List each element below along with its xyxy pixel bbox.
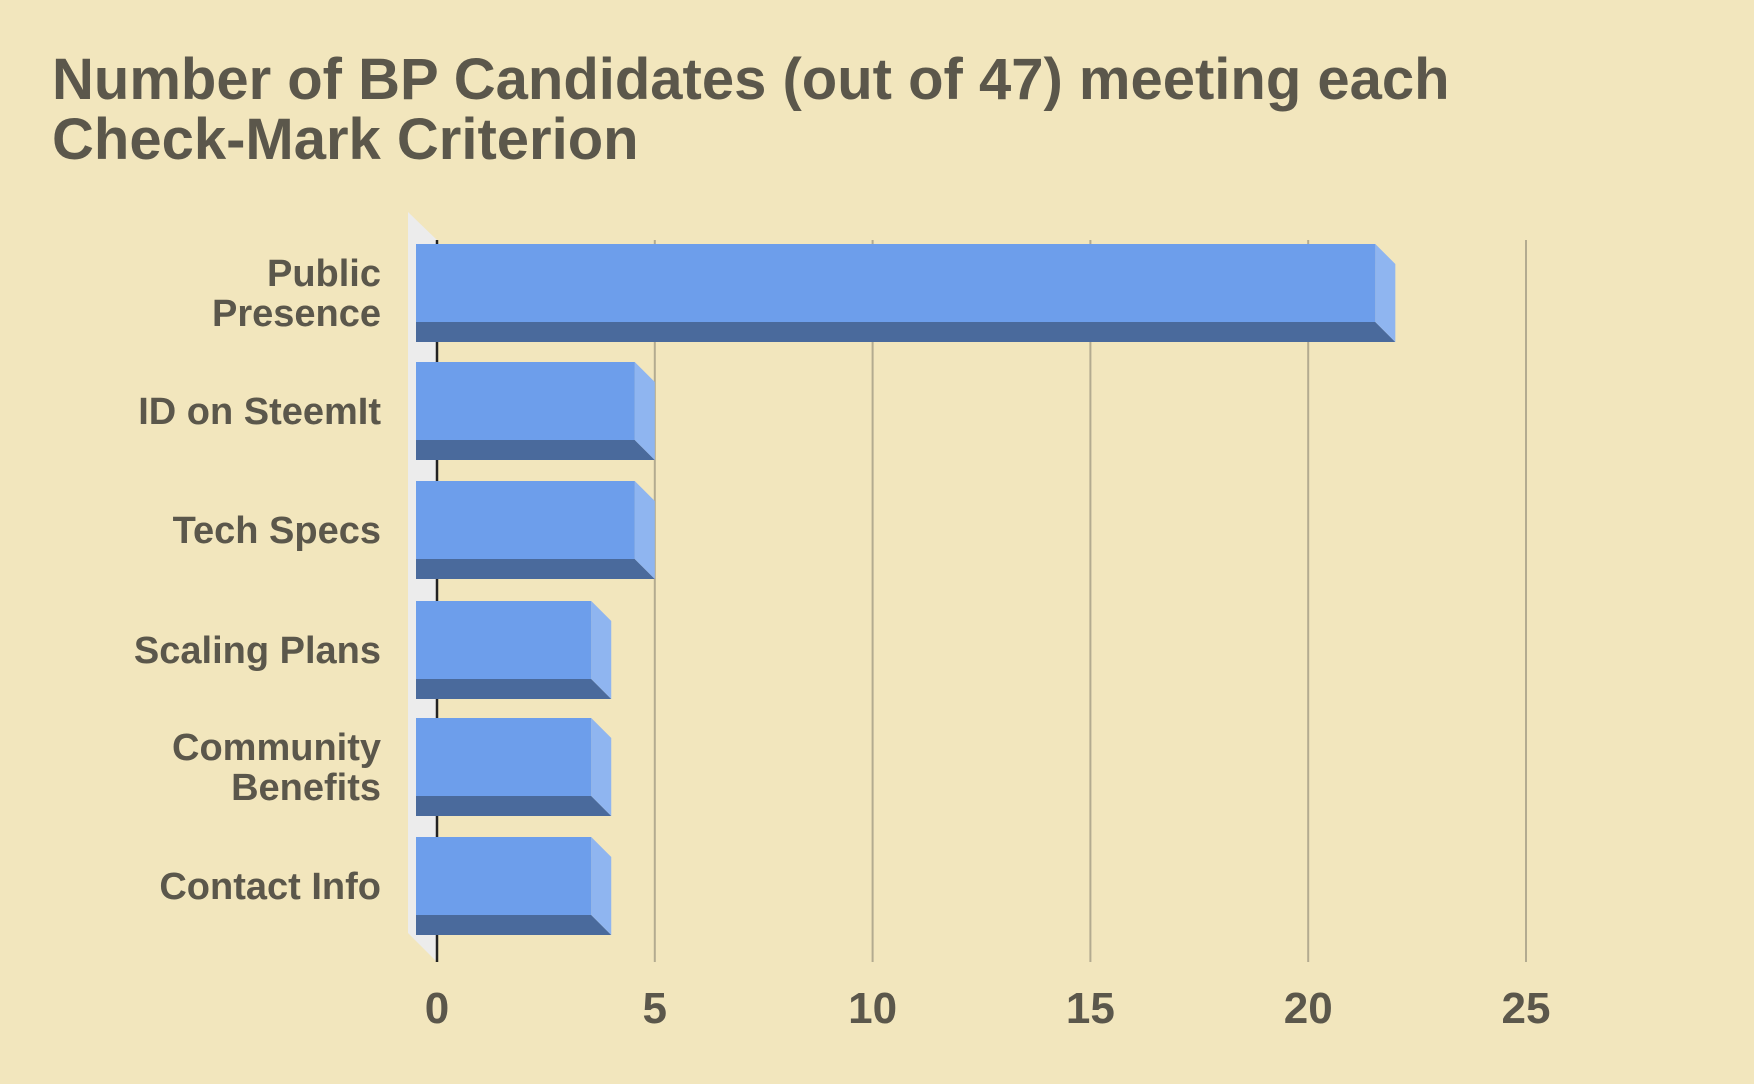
bar (416, 244, 1376, 322)
x-tick-label: 0 (425, 984, 449, 1033)
bar-bottom-face (416, 915, 612, 935)
bar-side-face (591, 718, 612, 816)
bar-side-face (591, 837, 612, 935)
bar-bottom-face (416, 559, 655, 579)
category-label-line: Scaling Plans (134, 630, 381, 672)
category-label-line: Benefits (231, 767, 381, 809)
bar-side-face (1375, 244, 1396, 342)
category-label: Scaling Plans (134, 630, 381, 672)
bar-bottom-face (416, 440, 655, 460)
category-label: Community Benefits (172, 727, 381, 809)
bar-side-face (591, 601, 612, 699)
category-label-line: Community (172, 727, 381, 769)
category-label-line: Tech Specs (173, 510, 381, 552)
bar (416, 481, 635, 559)
x-tick-label: 20 (1284, 984, 1333, 1033)
category-label: Contact Info (159, 866, 381, 908)
category-label-line: Presence (212, 293, 381, 335)
bar (416, 837, 592, 915)
bar (416, 601, 592, 679)
bar-bottom-face (416, 679, 612, 699)
bar (416, 362, 635, 440)
x-tick-label: 5 (643, 984, 667, 1033)
category-label: ID on SteemIt (138, 391, 381, 433)
chart-title: Number of BP Candidates (out of 47) meet… (52, 47, 1450, 172)
category-label: Tech Specs (173, 510, 381, 552)
category-label-line: Contact Info (159, 866, 381, 908)
category-label-line: Public (267, 253, 381, 295)
x-tick-label: 15 (1066, 984, 1115, 1033)
x-tick-label: 25 (1502, 984, 1551, 1033)
category-label-line: ID on SteemIt (138, 391, 381, 433)
bar-bottom-face (416, 322, 1396, 342)
bar-bottom-face (416, 796, 612, 816)
bar (416, 718, 592, 796)
category-label: Public Presence (212, 253, 381, 335)
bar-side-face (634, 362, 655, 460)
bar-side-face (634, 481, 655, 579)
x-tick-label: 10 (848, 984, 897, 1033)
